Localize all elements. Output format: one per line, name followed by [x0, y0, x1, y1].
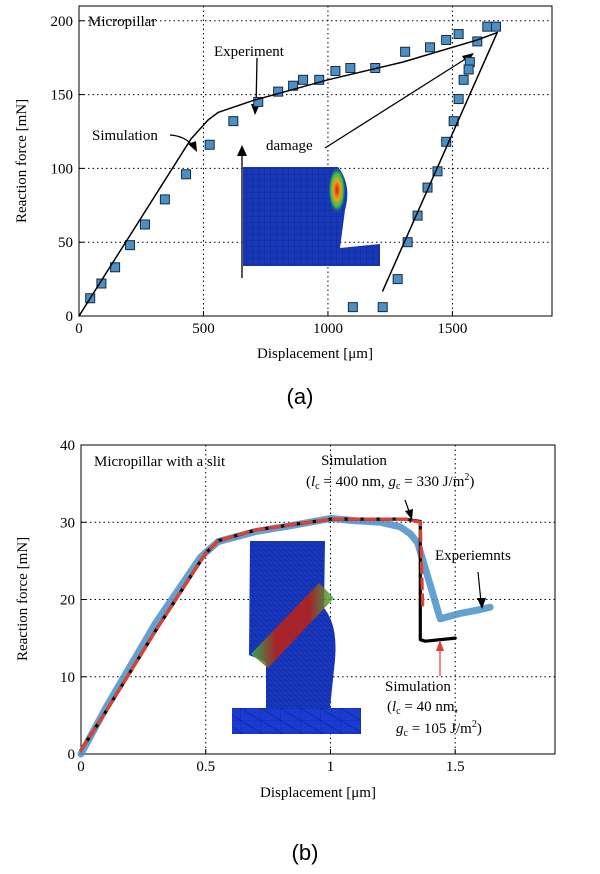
panel-a-grid [79, 6, 552, 316]
experiment-marker [347, 302, 358, 313]
panel-b-ticks: 0 0.5 1 1.5 0 10 20 30 40 [60, 438, 465, 775]
x-tick-label: 1000 [313, 321, 343, 337]
panel-a-frame [78, 5, 553, 317]
panel-b-series [77, 514, 494, 758]
y-tick-label: 150 [51, 88, 74, 104]
y-tick-label: 0 [66, 309, 74, 325]
experiment-marker [441, 34, 452, 45]
experiment-marker [345, 63, 356, 73]
experiment-marker [204, 139, 215, 150]
panel-b-annotation-arrows [404, 499, 486, 676]
panel-a-series [78, 21, 501, 317]
experiment-marker [330, 65, 341, 76]
experiment-marker [425, 42, 436, 53]
experiment-marker [228, 116, 239, 127]
experiment-marker [402, 237, 413, 248]
x-tick-label: 0 [75, 321, 83, 337]
experiment-marker [453, 94, 464, 104]
panel-a-ticks: 0 500 1000 1500 0 50 100 150 200 [51, 14, 468, 337]
panel-b-title: Micropillar with a slit [94, 454, 226, 470]
x-tick-label: 1 [327, 759, 335, 775]
experiment-marker [482, 21, 493, 32]
experiment-marker [181, 169, 192, 180]
x-tick-label: 0 [77, 759, 85, 775]
panel-b-sim1-label: Simulation [321, 453, 387, 469]
experiment-marker [314, 74, 325, 85]
panel-b-sim1-params: (lc = 400 nm, gc = 330 J/m2) [306, 472, 474, 492]
panel-b-chart: 0 0.5 1 1.5 0 10 20 30 40 [15, 438, 556, 865]
panel-a-xlabel: Displacement [μm] [257, 346, 373, 362]
experiment-marker [453, 29, 464, 40]
experiment-marker [458, 74, 469, 85]
panel-a-fem-inset [243, 166, 380, 266]
experiment-marker [463, 64, 474, 75]
panel-b-ylabel: Reaction force [mN] [15, 537, 31, 661]
panel-a-simulation-label: Simulation [92, 128, 158, 144]
experiment-marker [422, 182, 433, 193]
panel-a-experiment-label: Experiment [214, 44, 285, 60]
panel-a-title: Micropillar [88, 14, 156, 30]
experiment-marker [159, 194, 170, 205]
experiment-marker [490, 21, 501, 32]
panel-b-sim2-label: Simulation [385, 679, 451, 695]
experiment-marker [139, 219, 150, 230]
experiment-marker [253, 96, 264, 107]
x-tick-label: 0.5 [196, 759, 215, 775]
series-line-2 [78, 31, 498, 317]
y-tick-label: 200 [51, 14, 74, 30]
panel-a-caption: (a) [287, 384, 314, 409]
experiment-marker [96, 278, 107, 289]
y-tick-label: 20 [60, 593, 75, 609]
y-tick-label: 10 [60, 670, 75, 686]
y-tick-label: 100 [51, 161, 74, 177]
y-tick-label: 40 [60, 438, 75, 454]
experiment-marker [392, 274, 403, 285]
y-tick-label: 50 [58, 235, 73, 251]
panel-b-fem-inset [232, 541, 361, 734]
experiment-marker [400, 46, 411, 57]
x-tick-label: 1.5 [446, 759, 465, 775]
experiment-marker [377, 302, 388, 313]
x-tick-label: 500 [192, 321, 215, 337]
y-tick-label: 0 [68, 747, 76, 763]
panel-a-damage-label: damage [266, 138, 313, 154]
panel-a-chart: 0 500 1000 1500 0 50 100 150 200 [14, 5, 553, 409]
panel-b-xlabel: Displacement [μm] [260, 785, 376, 801]
panel-b-sim2-gc: gc = 105 J/m2) [396, 719, 482, 739]
panel-b-experiments-label: Experiemnts [435, 548, 511, 564]
panel-b-caption: (b) [292, 840, 319, 865]
experiment-marker [298, 74, 309, 85]
panel-a-ylabel: Reaction force [mN] [14, 99, 30, 223]
x-tick-label: 1500 [437, 321, 467, 337]
series-line-3 [79, 517, 425, 752]
panel-b-sim2-lc: (lc = 40 nm, [387, 699, 458, 717]
y-tick-label: 30 [60, 515, 75, 531]
experiment-marker [125, 240, 136, 251]
